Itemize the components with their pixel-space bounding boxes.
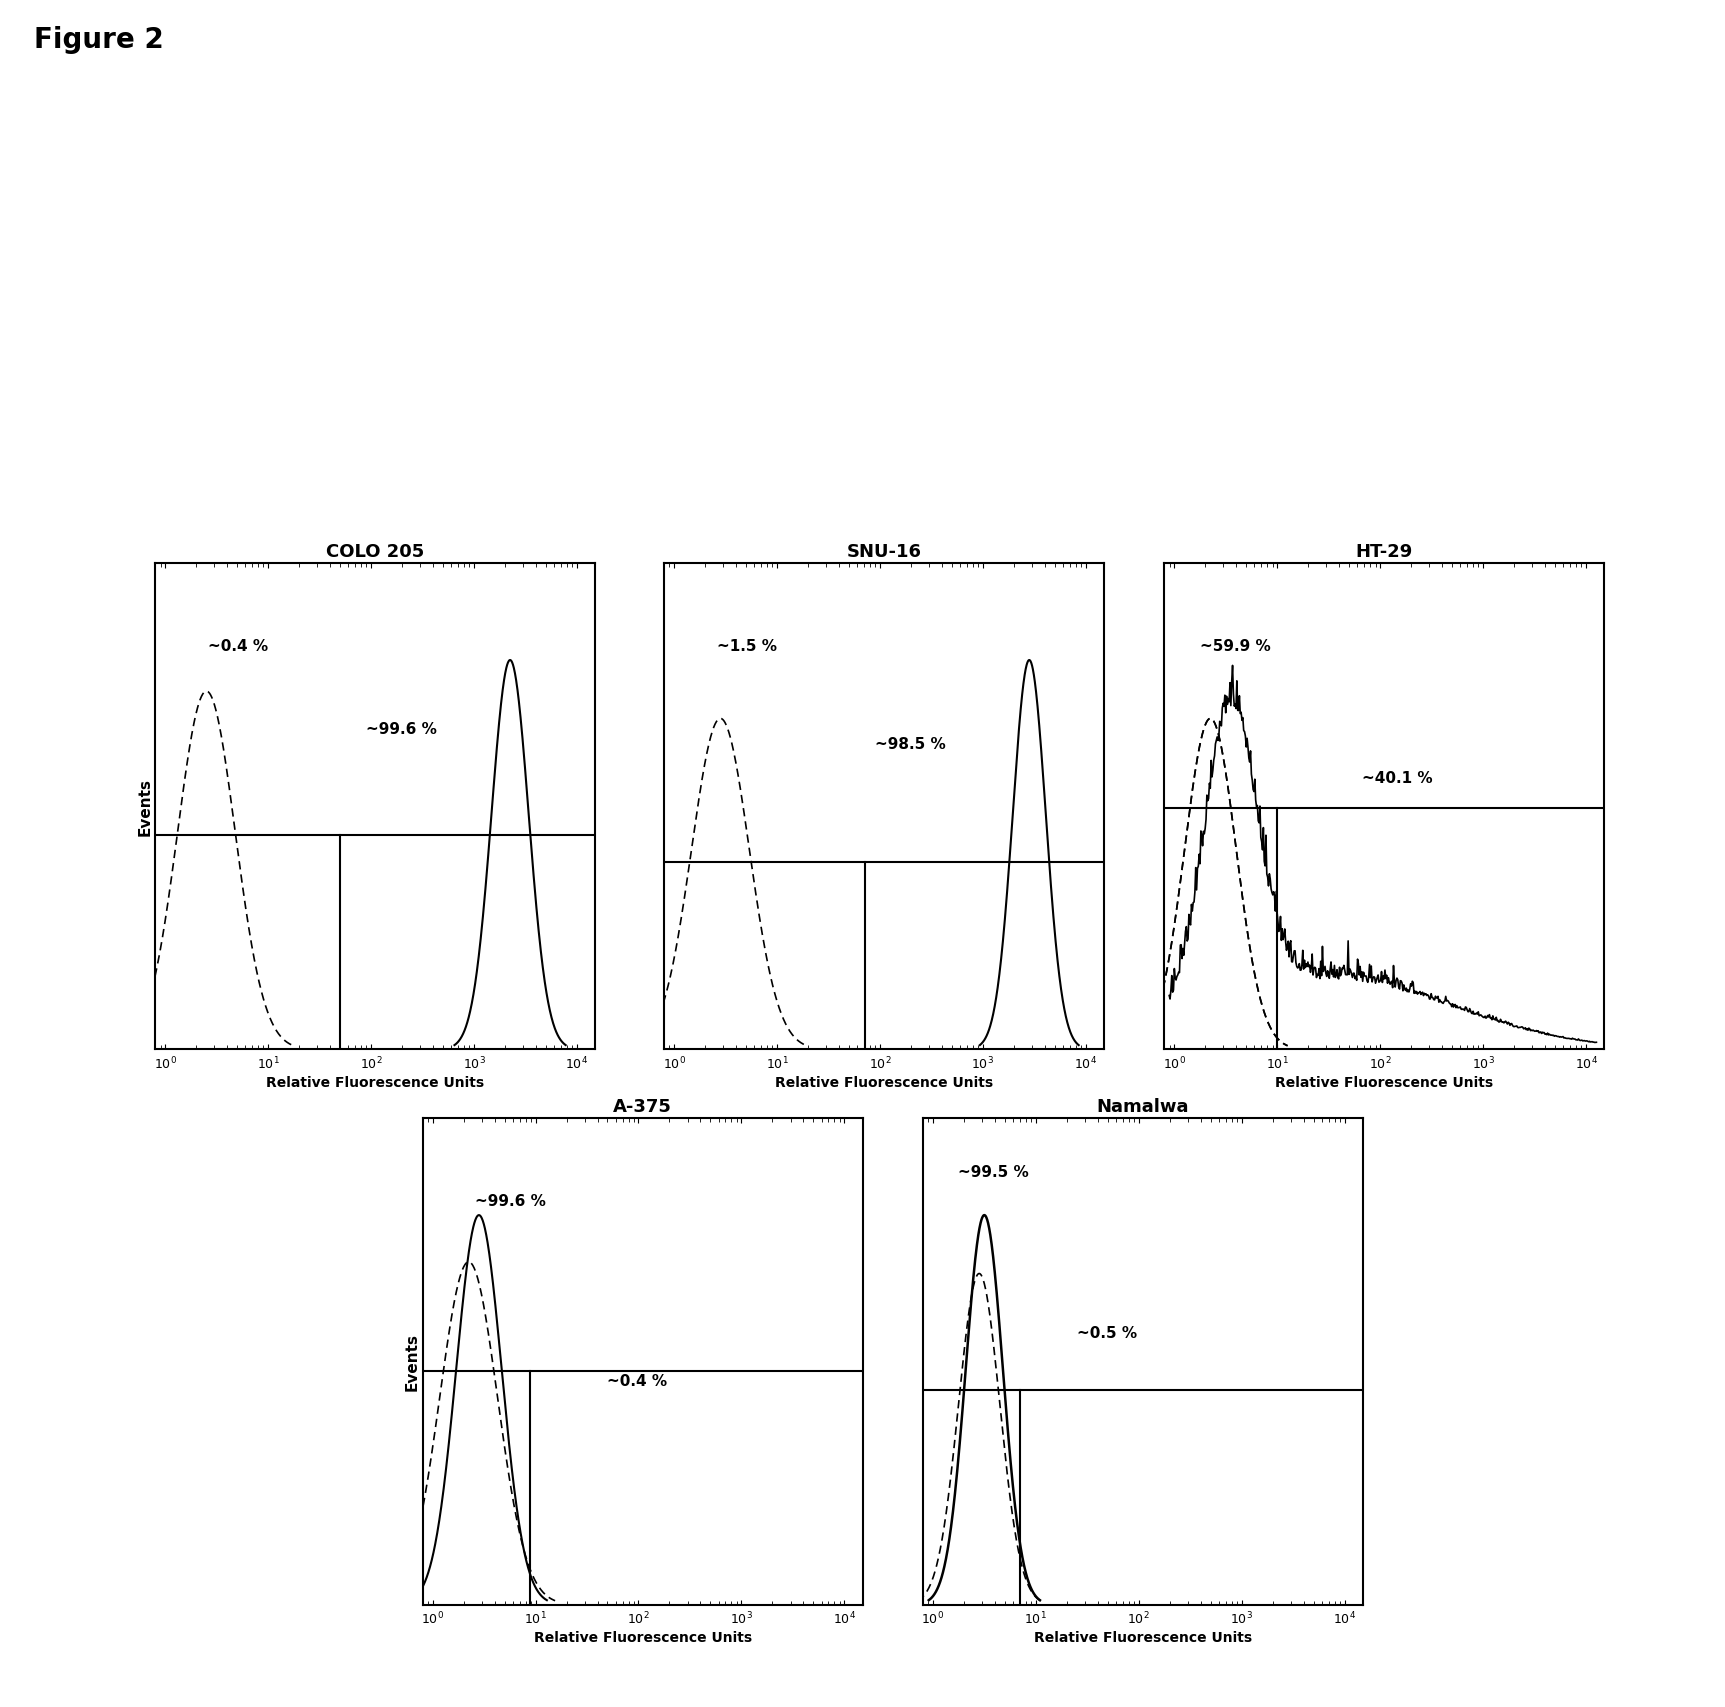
Text: ~99.5 %: ~99.5 % bbox=[957, 1164, 1028, 1180]
X-axis label: Relative Fluorescence Units: Relative Fluorescence Units bbox=[1275, 1075, 1494, 1089]
Text: ~59.9 %: ~59.9 % bbox=[1199, 638, 1270, 654]
Text: ~40.1 %: ~40.1 % bbox=[1363, 770, 1433, 785]
Text: ~99.6 %: ~99.6 % bbox=[476, 1193, 547, 1209]
X-axis label: Relative Fluorescence Units: Relative Fluorescence Units bbox=[1033, 1630, 1252, 1644]
X-axis label: Relative Fluorescence Units: Relative Fluorescence Units bbox=[266, 1075, 485, 1089]
Text: ~0.4 %: ~0.4 % bbox=[209, 638, 267, 654]
X-axis label: Relative Fluorescence Units: Relative Fluorescence Units bbox=[533, 1630, 752, 1644]
Y-axis label: Events: Events bbox=[405, 1333, 419, 1389]
Text: Figure 2: Figure 2 bbox=[34, 26, 164, 53]
Text: ~0.5 %: ~0.5 % bbox=[1076, 1325, 1137, 1340]
Title: COLO 205: COLO 205 bbox=[326, 543, 424, 560]
Title: A-375: A-375 bbox=[612, 1098, 673, 1115]
Title: SNU-16: SNU-16 bbox=[847, 543, 921, 560]
Text: ~99.6 %: ~99.6 % bbox=[366, 722, 436, 737]
Title: Namalwa: Namalwa bbox=[1097, 1098, 1189, 1115]
X-axis label: Relative Fluorescence Units: Relative Fluorescence Units bbox=[775, 1075, 994, 1089]
Text: ~0.4 %: ~0.4 % bbox=[607, 1374, 668, 1389]
Text: ~1.5 %: ~1.5 % bbox=[718, 638, 776, 654]
Y-axis label: Events: Events bbox=[138, 778, 152, 835]
Title: HT-29: HT-29 bbox=[1356, 543, 1413, 560]
Text: ~98.5 %: ~98.5 % bbox=[875, 736, 945, 751]
